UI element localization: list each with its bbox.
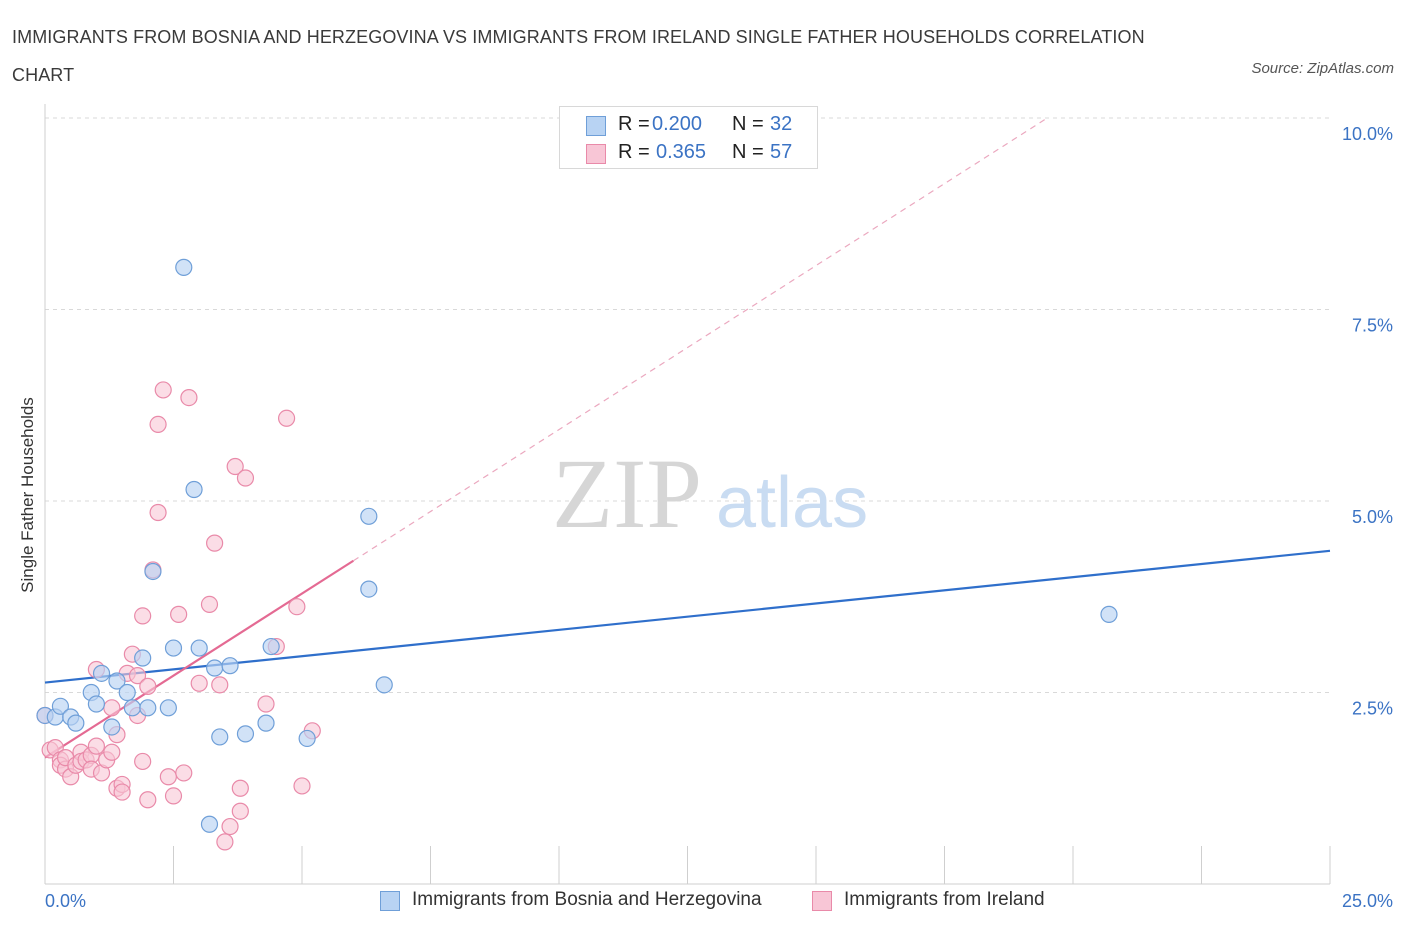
bosnia-point <box>87 695 106 713</box>
ireland-point <box>113 783 131 801</box>
watermark: ZIP atlas <box>552 438 868 549</box>
bosnia-point <box>211 728 229 746</box>
trend-line-ireland <box>44 559 354 759</box>
bosnia-point <box>175 258 193 276</box>
bosnia-point <box>144 562 162 581</box>
bosnia-point <box>164 639 183 657</box>
ireland-point <box>236 469 255 487</box>
x-tick-label: 0.0% <box>45 891 86 911</box>
bosnia-point <box>159 699 177 717</box>
bosnia-point <box>200 815 219 833</box>
y-tick-label: 5.0% <box>1352 507 1393 527</box>
ireland-point <box>231 802 249 820</box>
bosnia-point <box>139 699 157 717</box>
bosnia-point <box>360 580 378 598</box>
bosnia-point <box>108 672 126 690</box>
legend-swatch-blue <box>586 116 606 136</box>
bosnia-point <box>185 480 203 499</box>
ireland-point <box>159 768 177 786</box>
legend-n-value: 57 <box>770 141 793 163</box>
ireland-point <box>190 674 208 692</box>
ireland-point <box>103 699 121 717</box>
ireland-point <box>154 381 172 399</box>
legend-r-value: 0.365 <box>656 141 707 163</box>
y-tick-label: 10.0% <box>1342 124 1393 144</box>
trend-line-bosnia <box>44 549 1331 684</box>
ireland-point <box>206 534 224 552</box>
ireland-point <box>149 415 167 433</box>
ireland-point <box>128 667 147 685</box>
bosnia-point <box>298 729 316 748</box>
legend-r-label: R = <box>618 113 650 135</box>
legend-swatch-pink <box>586 144 606 164</box>
trend-lines <box>44 117 1331 759</box>
ireland-point <box>216 833 234 851</box>
bosnia-point <box>67 714 85 732</box>
bottom-legend-swatch-blue <box>380 891 400 911</box>
bosnia-point <box>360 507 378 525</box>
ireland-point <box>164 787 183 805</box>
bosnia-point <box>236 725 255 743</box>
ireland-point <box>134 752 152 771</box>
ireland-point <box>226 457 244 476</box>
ireland-point <box>231 779 249 797</box>
bosnia-point <box>257 714 275 732</box>
bottom-legend-swatch-pink <box>812 891 832 911</box>
bottom-legend-label-bosnia: Immigrants from Bosnia and Herzegovina <box>412 889 762 910</box>
y-tick-label: 2.5% <box>1352 699 1393 719</box>
ireland-point <box>200 595 219 614</box>
bosnia-points <box>36 258 1118 833</box>
ireland-point <box>139 791 157 809</box>
ireland-point <box>170 605 188 623</box>
y-axis-label: Single Father Households <box>18 397 37 593</box>
ireland-point <box>175 764 193 782</box>
bosnia-point <box>262 637 280 656</box>
legend-r-value: 0.200 <box>652 113 703 135</box>
watermark-atlas: atlas <box>716 463 868 543</box>
bosnia-point <box>123 699 141 717</box>
legend-n-value: 32 <box>770 113 793 135</box>
tick-labels: 2.5% 5.0% 7.5% 10.0% 0.0% 25.0% <box>45 124 1393 911</box>
bosnia-point <box>92 664 111 682</box>
watermark-zip: ZIP <box>552 438 702 549</box>
bosnia-point <box>206 659 224 677</box>
trend-line-ireland-extension <box>353 117 1048 562</box>
bosnia-point <box>51 697 70 715</box>
bosnia-point <box>221 657 239 675</box>
chart-title: IMMIGRANTS FROM BOSNIA AND HERZEGOVINA V… <box>12 27 1145 85</box>
ireland-point <box>288 598 306 616</box>
grid-lines <box>45 117 1330 693</box>
legend-r-label: R = <box>618 141 650 163</box>
bosnia-point <box>103 718 121 736</box>
ireland-point <box>103 743 121 761</box>
ireland-point <box>293 777 311 795</box>
ireland-point <box>277 409 296 427</box>
source-credit: Source: ZipAtlas.com <box>1251 60 1394 77</box>
bosnia-point <box>118 683 136 702</box>
bosnia-point <box>134 649 152 667</box>
correlation-legend: R = 0.200 N = 32 R = 0.365 N = 57 <box>559 106 818 169</box>
ireland-points <box>36 381 321 851</box>
ireland-point <box>257 695 275 713</box>
ireland-point <box>211 676 229 694</box>
bosnia-point <box>190 639 208 657</box>
legend-n-label: N = <box>732 141 764 163</box>
bosnia-point <box>1100 605 1118 623</box>
ireland-point <box>87 737 106 755</box>
ireland-point <box>134 607 152 625</box>
ireland-point <box>149 503 167 522</box>
ireland-point <box>221 817 239 836</box>
bosnia-point <box>375 676 393 694</box>
ireland-point <box>139 677 157 695</box>
x-tick-label: 25.0% <box>1342 891 1393 911</box>
bottom-legend-label-ireland: Immigrants from Ireland <box>844 889 1045 910</box>
legend-n-label: N = <box>732 113 764 135</box>
ireland-point <box>180 388 198 407</box>
y-tick-label: 7.5% <box>1352 316 1393 336</box>
